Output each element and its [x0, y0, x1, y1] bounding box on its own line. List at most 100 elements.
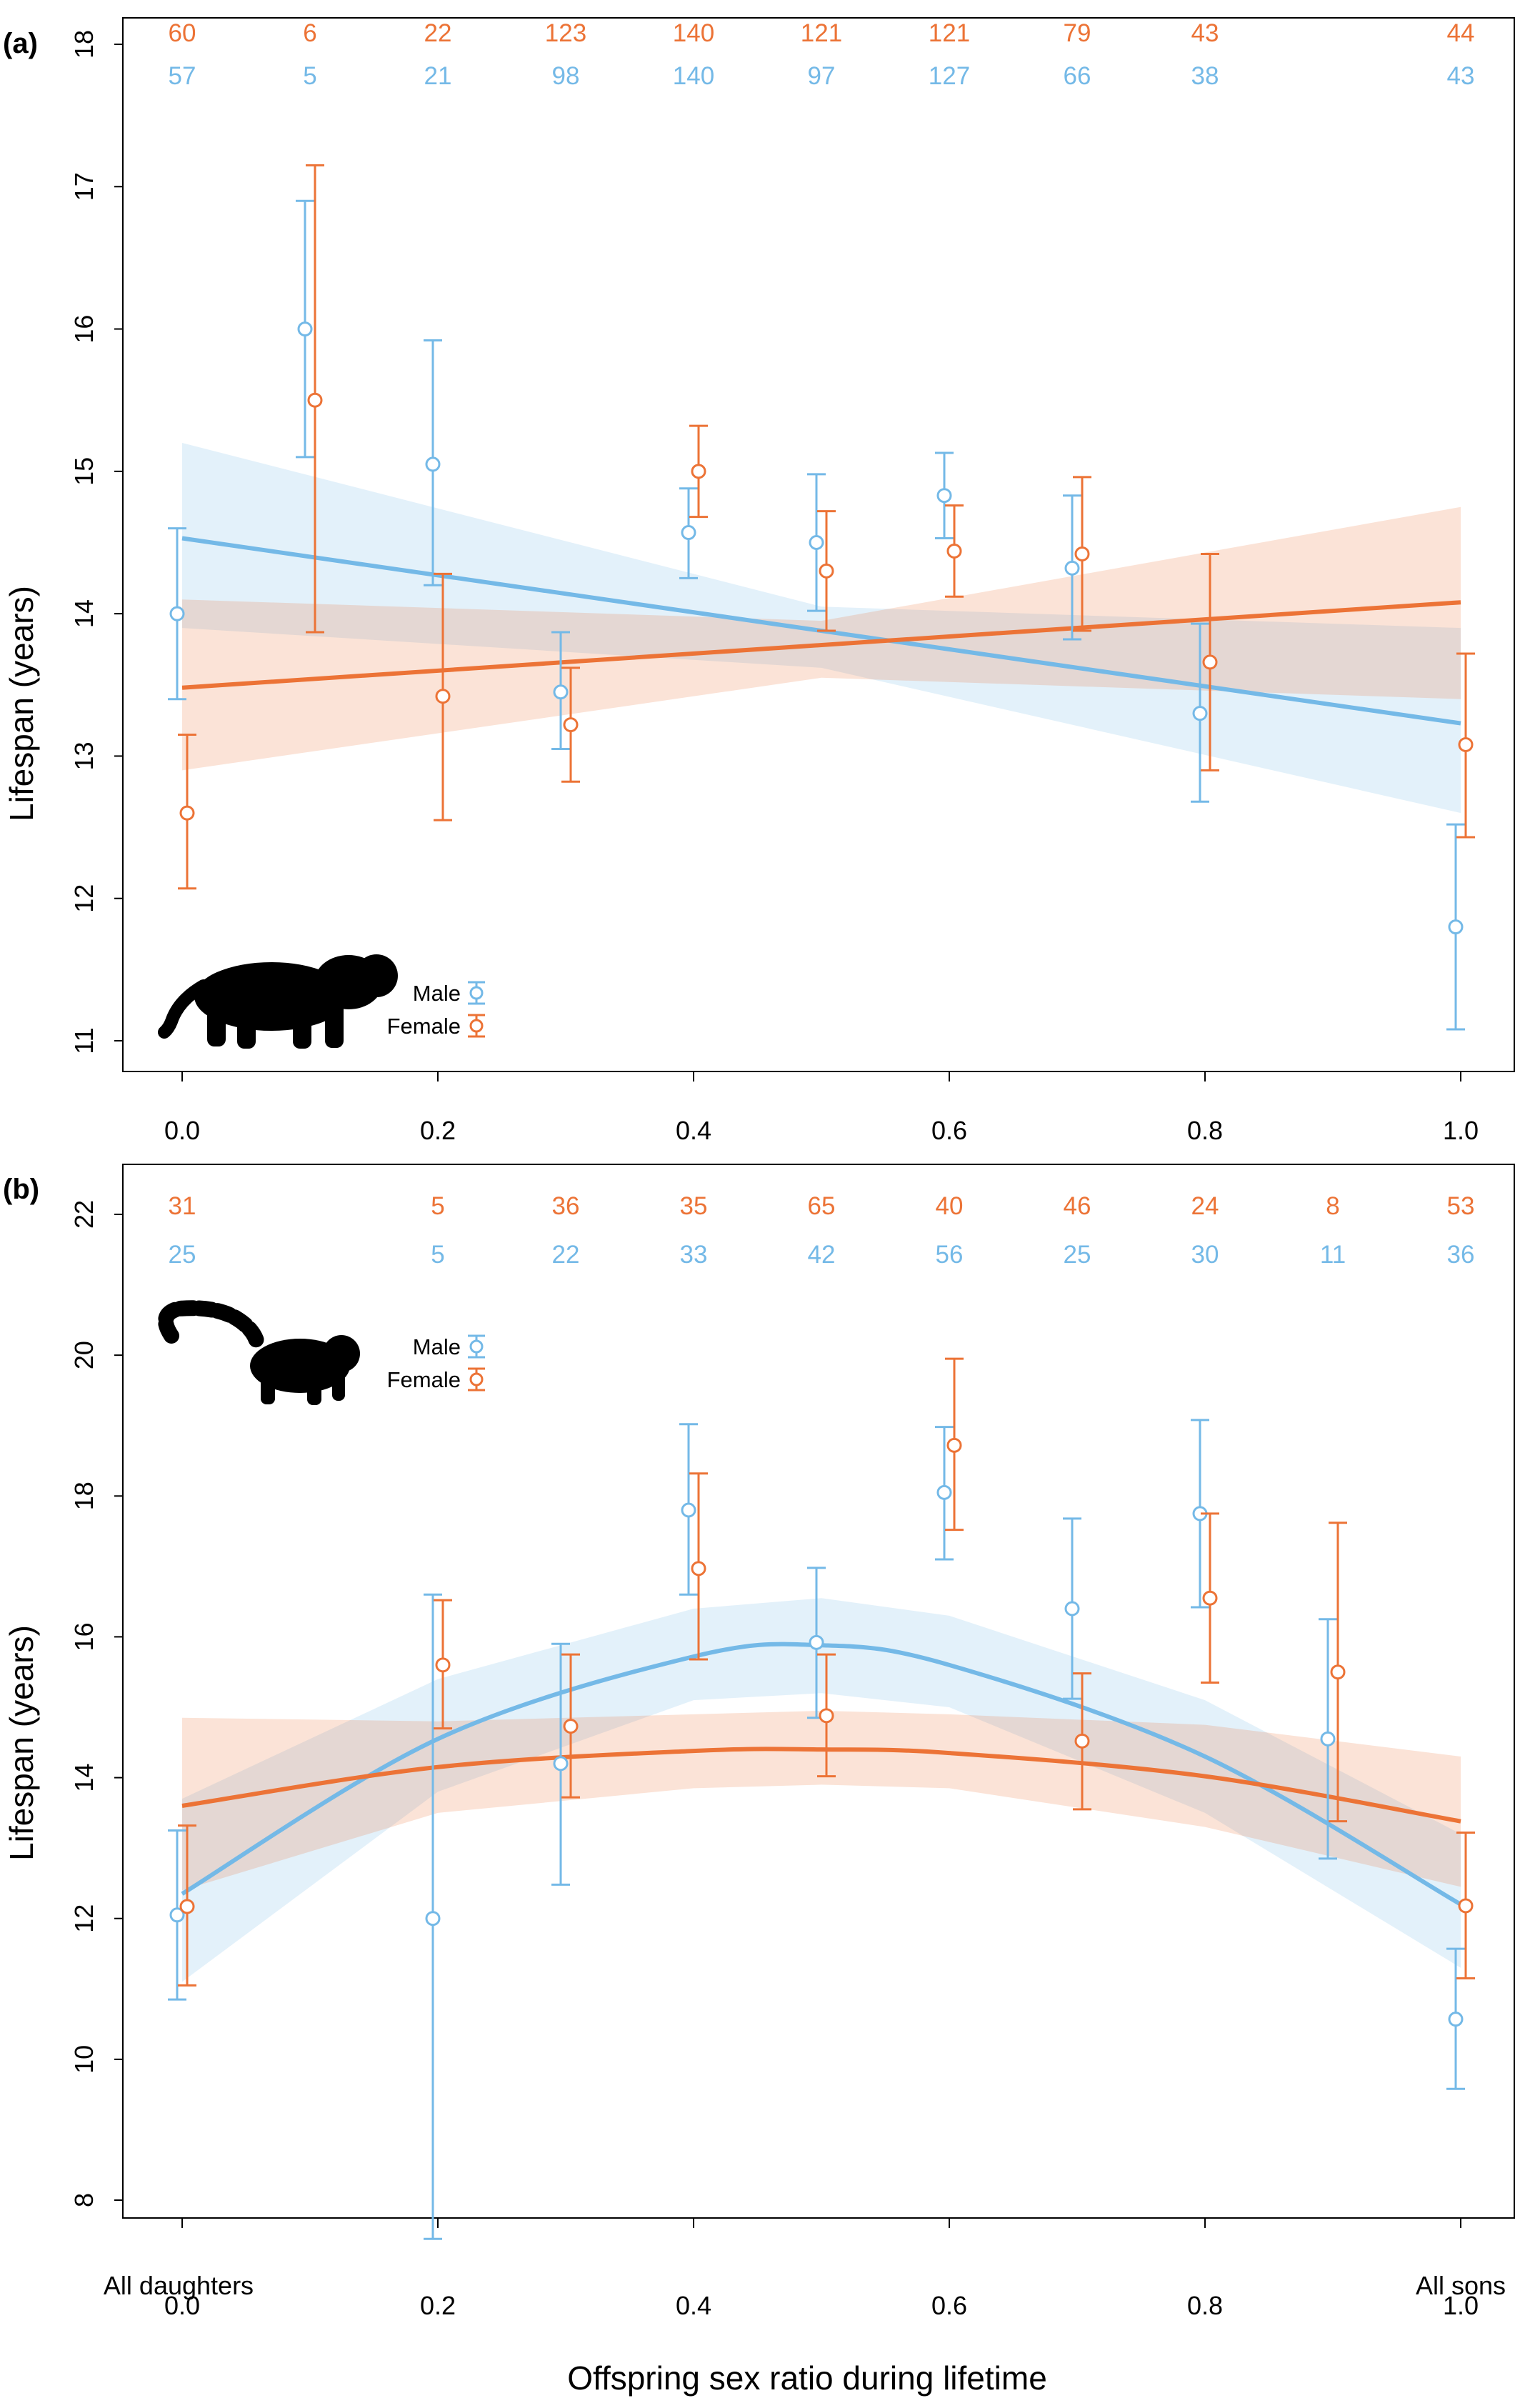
y-tick-label: 16 — [69, 1622, 99, 1651]
y-tick-label: 12 — [69, 1904, 99, 1933]
data-point-male — [1448, 919, 1464, 935]
x-tick-label: 0.0 — [164, 2291, 200, 2320]
y-tick-label: 8 — [69, 2193, 99, 2207]
x-tick-label: 1.0 — [1443, 1116, 1479, 1145]
male-count: 56 — [936, 1241, 964, 1269]
male-count: 11 — [1320, 1241, 1346, 1269]
female-count: 35 — [680, 1192, 708, 1220]
female-count: 53 — [1447, 1192, 1475, 1220]
data-point-male — [1064, 1601, 1080, 1617]
confidence-band-male — [182, 443, 1461, 814]
y-axis-label: Lifespan (years) — [3, 1625, 40, 1861]
y-tick-label: 14 — [69, 599, 99, 628]
panel-label: (b) — [3, 1174, 39, 1205]
data-point-female — [435, 1657, 451, 1673]
male-count: 21 — [424, 62, 452, 90]
male-count: 98 — [552, 62, 580, 90]
female-count: 46 — [1064, 1192, 1091, 1220]
x-tick-label: 0.2 — [420, 1116, 456, 1145]
data-point-male — [809, 1634, 824, 1650]
data-points — [168, 164, 1475, 1031]
legend-marker-male — [469, 1339, 484, 1354]
female-count: 65 — [808, 1192, 836, 1220]
male-count: 30 — [1191, 1241, 1219, 1269]
male-count: 127 — [929, 62, 970, 90]
fit-line-female — [181, 1747, 1461, 1824]
y-axis: 8 10 12 14 16 18 20 22 — [69, 1200, 123, 2207]
y-tick-label: 18 — [69, 1482, 99, 1510]
female-count: 8 — [1326, 1192, 1339, 1220]
data-point-female — [946, 543, 962, 559]
y-tick-label: 17 — [69, 172, 99, 201]
y-tick-label: 11 — [69, 1027, 99, 1054]
male-count: 38 — [1191, 62, 1219, 90]
female-count: 24 — [1191, 1192, 1219, 1220]
data-point-male — [1192, 706, 1208, 721]
data-point-female — [1458, 1898, 1474, 1914]
y-tick-label: 10 — [69, 2045, 99, 2074]
data-point-male — [936, 1484, 952, 1500]
female-count: 44 — [1447, 19, 1475, 47]
data-point-female — [1074, 1733, 1090, 1749]
x-axis-label: Offspring sex ratio during lifetime — [567, 2359, 1047, 2397]
data-point-male — [169, 606, 185, 621]
data-point-male — [169, 1907, 185, 1923]
panel-a: (a) 60 57 6 5 22 21 123 98 140 140 121 97 121 127 79 66… — [3, 17, 1515, 1145]
data-point-male — [297, 321, 313, 337]
y-tick-label: 14 — [69, 1764, 99, 1792]
data-point-female — [946, 1437, 962, 1453]
data-point-female — [307, 392, 323, 408]
plot-frame — [122, 1164, 1515, 2219]
data-point-female — [179, 1899, 195, 1914]
data-point-female — [1202, 654, 1218, 670]
data-point-female — [1074, 546, 1090, 561]
male-count: 22 — [552, 1241, 580, 1269]
legend: Male Female — [387, 1334, 485, 1392]
female-count: 5 — [431, 1192, 444, 1220]
female-count: 6 — [303, 19, 316, 47]
x-axis: 0.0 0.2 0.4 0.6 0.8 1.0 — [164, 2218, 1479, 2320]
female-count: 31 — [169, 1192, 196, 1220]
data-point-female — [819, 1708, 834, 1724]
x-tick-label: 0.4 — [676, 1116, 711, 1145]
x-axis: 0.0 0.2 0.4 0.6 0.8 1.0 — [164, 1071, 1479, 1145]
data-point-female — [1202, 1590, 1218, 1606]
legend-label-male: Male — [413, 1334, 461, 1359]
confidence-bands — [182, 443, 1461, 814]
y-tick-label: 12 — [69, 884, 99, 913]
data-point-male — [809, 535, 824, 550]
legend-label-female: Female — [387, 1367, 461, 1392]
y-tick-label: 20 — [69, 1341, 99, 1369]
female-count: 36 — [552, 1192, 580, 1220]
y-tick-label: 18 — [69, 30, 99, 59]
data-point-male — [425, 1911, 441, 1927]
data-point-female — [691, 464, 706, 479]
panel-b: (b) 312555362235336542405646252430811533… — [3, 1164, 1515, 2320]
x-tick-label: 1.0 — [1443, 2291, 1479, 2320]
legend-label-male: Male — [413, 981, 461, 1006]
male-count: 25 — [1064, 1241, 1091, 1269]
x-tick-label: 0.0 — [164, 1116, 200, 1145]
female-count: 121 — [801, 19, 842, 47]
data-point-female — [179, 805, 195, 821]
female-count: 43 — [1191, 19, 1219, 47]
male-count: 140 — [673, 62, 714, 90]
y-tick-label: 13 — [69, 741, 99, 770]
male-count: 33 — [680, 1241, 708, 1269]
confidence-band-male — [182, 1598, 1461, 1982]
female-count: 60 — [169, 19, 196, 47]
x-tick-label: 0.6 — [931, 1116, 967, 1145]
x-end-label-left: All daughters — [104, 2271, 254, 2300]
x-tick-label: 0.8 — [1187, 2291, 1223, 2320]
data-point-female — [1330, 1664, 1346, 1680]
legend: Male Female — [387, 981, 485, 1039]
male-count: 36 — [1447, 1241, 1475, 1269]
tiger-silhouette-icon — [158, 954, 398, 1049]
data-point-female — [819, 563, 834, 579]
data-point-female — [563, 717, 579, 733]
male-count: 43 — [1447, 62, 1475, 90]
lemur-silhouette-icon — [158, 1300, 360, 1405]
data-point-male — [681, 1502, 696, 1518]
x-tick-label: 0.6 — [931, 2291, 967, 2320]
